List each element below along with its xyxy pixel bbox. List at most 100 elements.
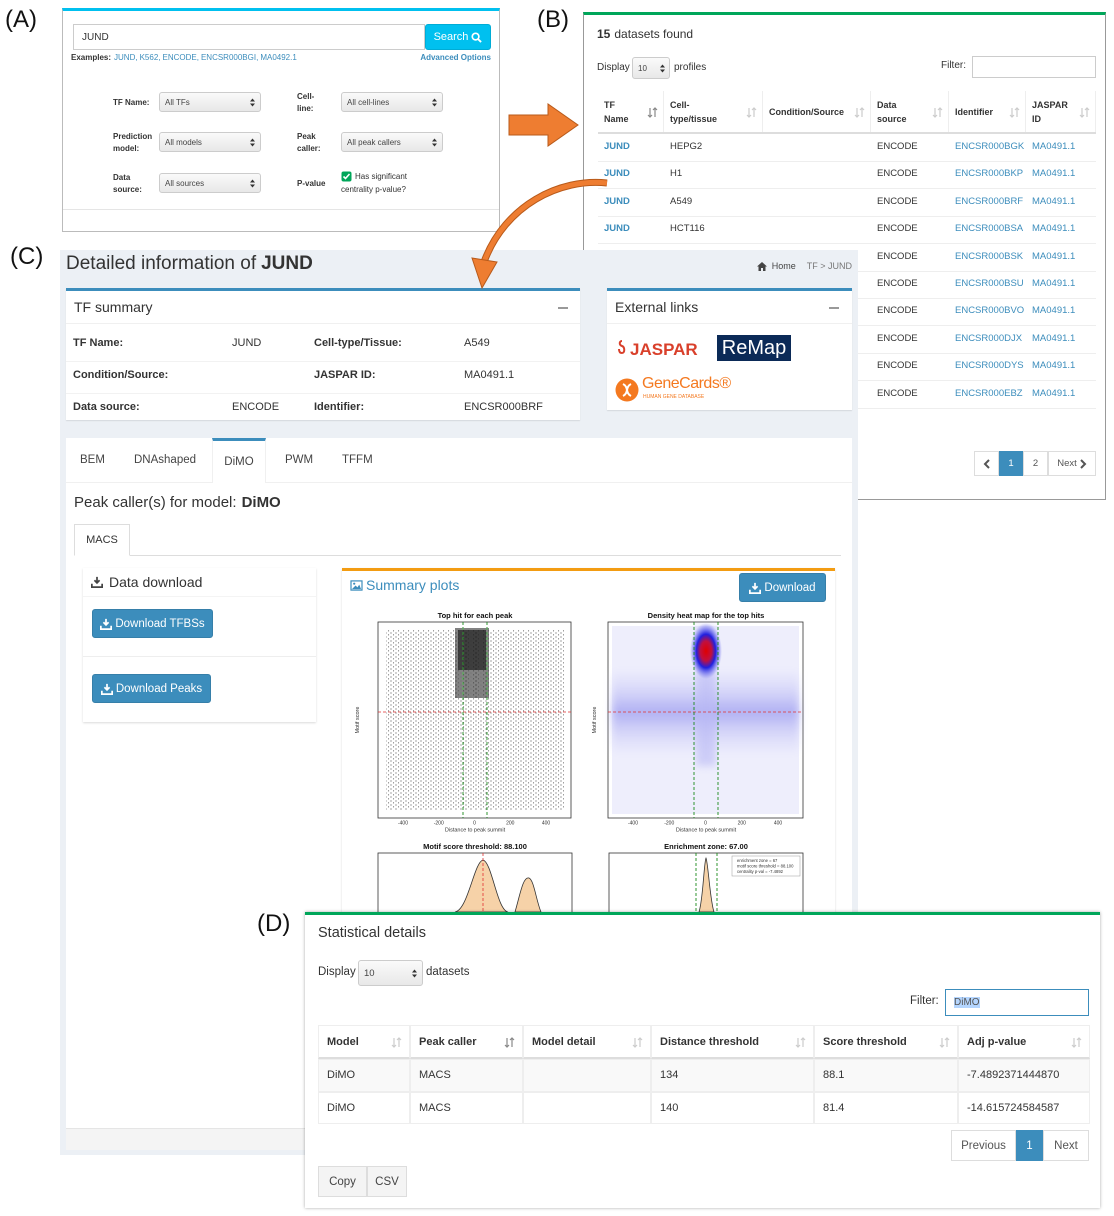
example-link[interactable]: K562, [139,53,161,62]
page-prev[interactable] [974,451,999,476]
tab-border [66,482,852,483]
table-cell[interactable]: ENCSR000EBZ [955,387,1023,399]
table-cell-text: MACS [419,1069,451,1082]
table-cell[interactable]: ENCSR000BKP [955,168,1024,180]
table-cell[interactable]: MA0491.1 [1032,360,1076,372]
table-cell-text: 81.4 [823,1101,845,1114]
table-cell[interactable]: MA0491.1 [1032,168,1076,180]
table-cell[interactable]: ENCSR000DJX [955,332,1023,344]
model-tab[interactable]: TFFM [342,454,373,466]
example-link[interactable]: ENCODE, [162,53,199,62]
box-title: TF summary [74,299,153,315]
table-cell[interactable]: MA0491.1 [1032,332,1076,344]
column-header-text: Data source [877,100,907,124]
example-link[interactable]: JUND, [114,53,138,62]
model-tab[interactable]: PWM [285,454,314,466]
column-header[interactable]: Distance threshold [651,1025,814,1059]
table-cell[interactable]: MA0491.1 [1032,223,1076,235]
example-link[interactable]: ENCSR000BGI, [200,53,259,62]
table-cell[interactable]: MA0491.1 [1032,250,1076,262]
column-header[interactable]: Adj p-value [958,1025,1090,1059]
page-size-select[interactable]: 10 [358,960,423,986]
page-button[interactable]: 2 [1023,451,1048,476]
table-cell[interactable]: MA0491.1 [1032,387,1076,399]
table-cell: ENCODE [877,332,918,344]
column-header[interactable]: Condition/Source [763,91,871,133]
download-button[interactable]: Download TFBSs [92,609,213,638]
table-cell[interactable]: JUND [604,223,630,235]
icon-part [983,458,990,469]
field-label: Identifier: [314,401,365,413]
column-header[interactable]: TF Name [598,91,664,133]
filter-input[interactable]: DiMO [945,989,1089,1016]
search-button[interactable]: Search [425,24,491,50]
column-header[interactable]: Score threshold [814,1025,958,1059]
page-size-select[interactable]: 10 [632,57,670,79]
breadcrumb-home[interactable]: Home [771,261,796,271]
icon-part [932,107,943,118]
page-button[interactable]: Previous [951,1130,1016,1161]
icon-part [341,171,352,182]
icon-sort [1009,107,1020,118]
table-cell[interactable]: ENCSR000BSA [955,223,1024,235]
column-header[interactable]: Cell-type/tissue [664,91,763,133]
column-header[interactable]: Model [318,1025,410,1059]
pvalue-checkbox-label[interactable]: Has significant centrality p-value? [341,172,408,194]
model-tab[interactable]: BEM [80,454,105,466]
column-header-text: Identifier [955,107,994,117]
icon-part [746,107,757,118]
filter-select[interactable]: All models [159,132,261,152]
filter-select[interactable]: All TFs [159,92,261,112]
column-header[interactable]: JASPAR ID [1026,91,1096,133]
table-cell[interactable]: ENCSR000BRF [955,195,1024,207]
genecards-link[interactable]: GeneCards® HUMAN GENE DATABASE [615,375,735,406]
column-header[interactable]: Identifier [949,91,1026,133]
column-header[interactable]: Model detail [523,1025,651,1059]
table-cell[interactable]: ENCSR000BGK [955,141,1025,152]
filter-select[interactable]: All sources [159,173,261,193]
page-button[interactable]: Next [1048,451,1096,476]
column-header[interactable]: Data source [871,91,949,133]
advanced-options[interactable]: Advanced Options [420,53,491,62]
page-button[interactable]: 1 [999,451,1023,476]
plot-x-tick-label: -200 [664,820,674,826]
icon-part [854,107,865,118]
jaspar-link[interactable]: JASPAR [617,339,698,360]
table-cell-text: DiMO [327,1101,356,1114]
icon-part [471,31,483,43]
icon-part [432,138,437,147]
icon-part [829,307,839,309]
page-button[interactable]: 1 [1016,1130,1043,1161]
table-cell[interactable]: JUND [604,141,630,152]
page-button[interactable]: Next [1043,1130,1089,1161]
table-cell[interactable]: MA0491.1 [1032,195,1076,207]
table-cell[interactable]: JUND [604,195,630,207]
table-cell[interactable]: ENCSR000BSK [955,250,1024,262]
column-header-text: Model detail [532,1035,596,1048]
table-cell[interactable]: JUND [604,168,630,180]
table-cell[interactable]: ENCSR000BSU [955,278,1024,289]
column-header[interactable]: Peak caller [410,1025,523,1059]
table-cell[interactable]: MA0491.1 [1032,141,1076,152]
plots-download-button[interactable]: Download [739,573,826,602]
export-button[interactable]: Copy [318,1166,367,1197]
filter-input[interactable] [972,56,1096,78]
download-button[interactable]: Download Peaks [92,674,211,703]
export-button[interactable]: CSV [367,1166,407,1197]
example-link[interactable]: MA0492.1 [260,53,297,62]
table-cell[interactable]: ENCSR000DYS [955,360,1024,372]
plot-legend-text: motif score threshold = 88.100 [737,864,794,869]
model-tab[interactable]: DiMO [212,438,266,483]
remap-link[interactable]: ReMap [717,335,791,361]
icon-part [471,31,481,41]
filter-select[interactable]: All cell-lines [341,92,443,112]
icon-part [647,107,658,118]
filter-select[interactable]: All peak callers [341,132,443,152]
table-cell[interactable]: ENCSR000BVO [955,305,1025,317]
peak-caller-tab[interactable]: MACS [74,524,130,556]
icon-part [391,1037,402,1048]
table-cell[interactable]: MA0491.1 [1032,305,1076,317]
table-cell[interactable]: MA0491.1 [1032,278,1076,289]
search-input[interactable]: JUND [73,24,425,50]
model-tab[interactable]: DNAshaped [134,454,197,466]
